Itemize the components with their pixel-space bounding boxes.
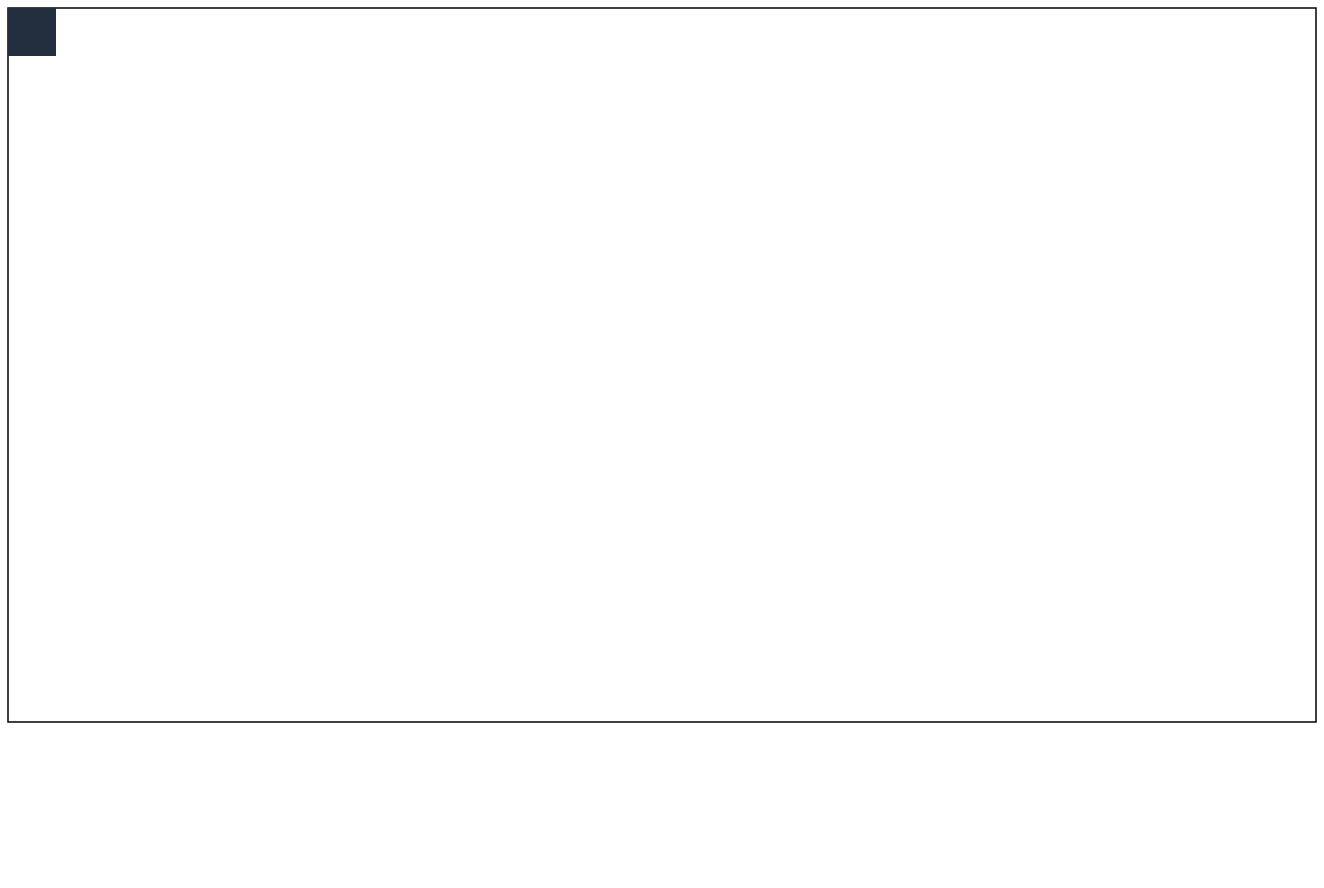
- aws-cloud-box: [8, 8, 1316, 722]
- aws-architecture-diagram: [0, 0, 1324, 888]
- aws-icon: [8, 8, 56, 56]
